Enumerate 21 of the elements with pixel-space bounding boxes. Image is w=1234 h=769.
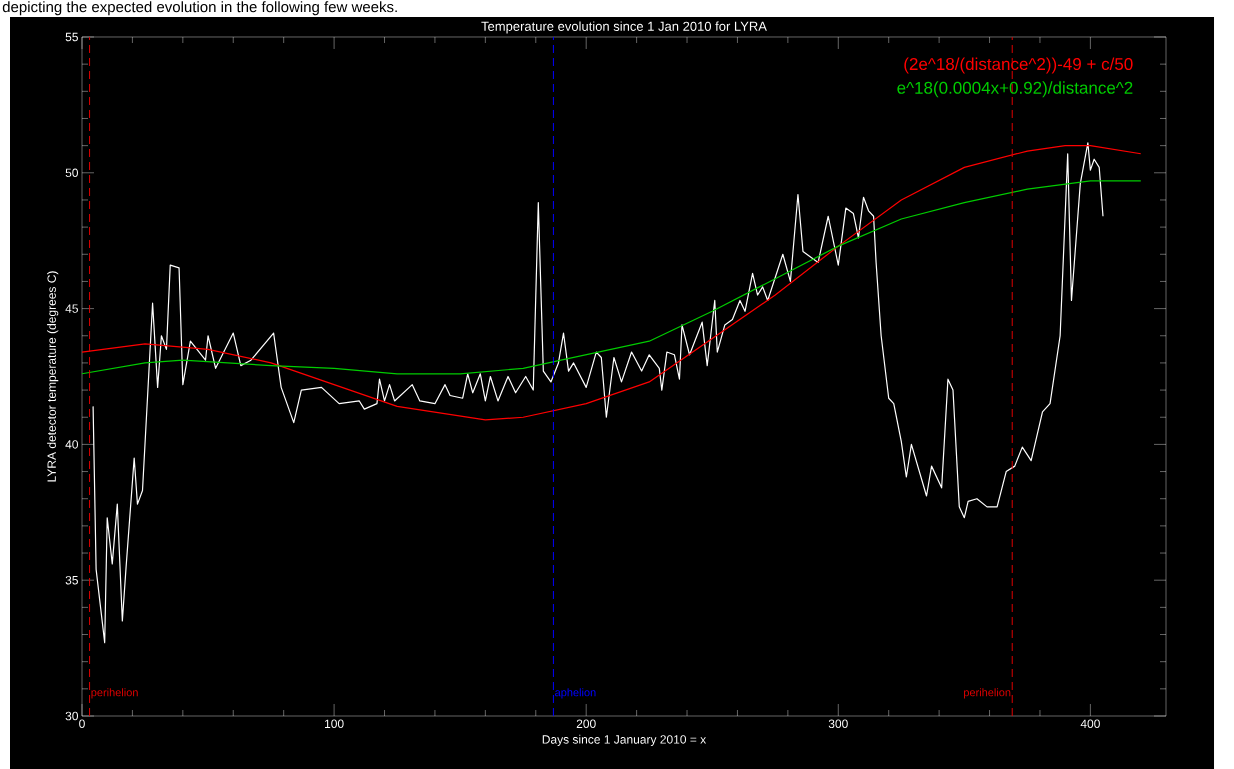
ref-line-label: perihelion xyxy=(964,688,1011,699)
y-tick-label: 45 xyxy=(65,304,78,313)
x-tick-label: 0 xyxy=(79,719,85,729)
chart-title: Temperature evolution since 1 Jan 2010 for LYRA xyxy=(481,21,767,34)
y-tick-label: 50 xyxy=(65,168,79,178)
text: e^18(0.0004x+0.92)/distance^2 xyxy=(897,81,1133,98)
x-tick-label: 200 xyxy=(576,719,596,729)
text: (2e^18/(distance^2))-49 + c/50 xyxy=(904,57,1133,74)
x-tick-label: 300 xyxy=(828,719,848,729)
y-tick-label: 35 xyxy=(65,575,78,585)
text: depicting the expected evolution in the following few weeks. xyxy=(2,1,397,16)
x-axis-title: Days since 1 January 2010 = x xyxy=(542,734,707,747)
y-axis-title: LYRA detector temperature (degrees C) xyxy=(47,271,59,482)
line-series xyxy=(92,142,1104,644)
x-tick-label: 400 xyxy=(1080,719,1100,729)
ref-line-label: aphelion xyxy=(555,688,596,699)
y-tick-label: 40 xyxy=(65,440,79,449)
ref-line-label: perihelion xyxy=(91,688,138,699)
y-tick-label: 55 xyxy=(65,32,78,42)
x-tick-label: 100 xyxy=(325,719,344,729)
y-tick-label: 30 xyxy=(65,711,79,721)
